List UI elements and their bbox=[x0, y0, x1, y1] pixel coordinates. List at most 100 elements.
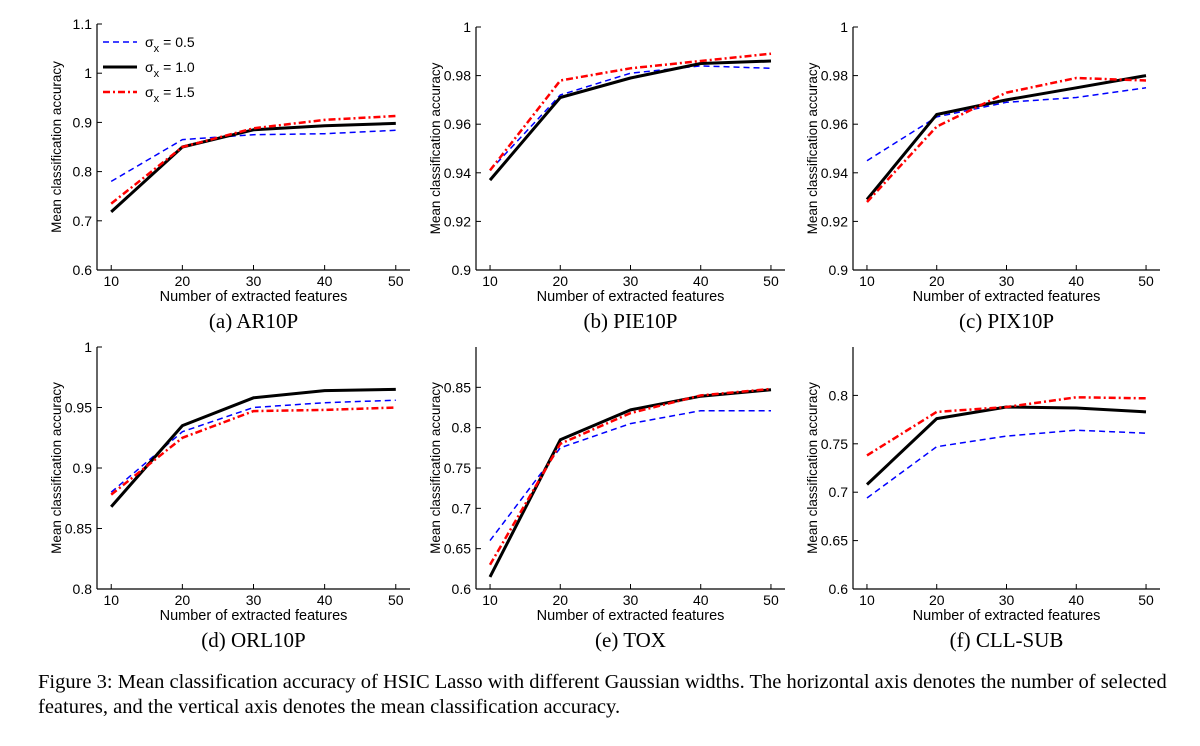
x-tick-label: 10 bbox=[103, 273, 119, 289]
x-tick-label: 40 bbox=[693, 592, 709, 608]
series-line-1 bbox=[110, 129, 396, 183]
x-tick-label: 50 bbox=[1138, 273, 1154, 289]
x-tick-label: 40 bbox=[317, 592, 333, 608]
y-axis-label: Mean classification accuracy bbox=[49, 382, 64, 554]
y-tick-label: 0.9 bbox=[829, 262, 849, 278]
series-line-3 bbox=[110, 114, 396, 205]
legend-label-1: σx = 0.5 bbox=[145, 34, 195, 55]
series-line-2 bbox=[865, 74, 1147, 201]
y-tick-label: 0.94 bbox=[821, 165, 848, 181]
y-axis-label: Mean classification accuracy bbox=[428, 382, 443, 554]
series-line-1 bbox=[866, 429, 1147, 499]
x-tick-label: 50 bbox=[763, 273, 779, 289]
x-tick-label: 20 bbox=[175, 592, 191, 608]
chart-subcaption: (e) TOX bbox=[595, 628, 666, 652]
x-tick-label: 50 bbox=[388, 273, 404, 289]
legend-subscript: x bbox=[154, 93, 160, 105]
x-tick-label: 30 bbox=[999, 592, 1015, 608]
y-tick-label: 0.75 bbox=[821, 436, 848, 452]
figure-svg: 0.6 0.7 0.8 0.9 1 1.1 10 20 30 40 50 Number of extr… bbox=[49, 16, 1160, 652]
series-line-3 bbox=[866, 76, 1147, 203]
x-axis-label: Number of extracted features bbox=[913, 289, 1101, 305]
x-tick-label: 40 bbox=[1068, 273, 1084, 289]
x-tick-label: 30 bbox=[623, 273, 639, 289]
x-tick-label: 10 bbox=[859, 592, 875, 608]
y-tick-label: 0.75 bbox=[444, 460, 471, 476]
x-axis-label: Number of extracted features bbox=[160, 289, 348, 305]
x-tick-label: 50 bbox=[388, 592, 404, 608]
legend-sigma: σ bbox=[145, 84, 154, 100]
x-tick-label: 20 bbox=[929, 592, 945, 608]
x-tick-label: 20 bbox=[552, 592, 568, 608]
x-axis-label: Number of extracted features bbox=[537, 289, 725, 305]
x-tick-label: 30 bbox=[246, 592, 262, 608]
x-tick-label: 20 bbox=[929, 273, 945, 289]
y-tick-label: 0.9 bbox=[73, 460, 93, 476]
chart-panel-2: 0.9 0.92 0.94 0.96 0.98 1 10 20 30 40 50 Number of … bbox=[428, 19, 785, 333]
series-line-2 bbox=[488, 388, 772, 578]
x-tick-label: 40 bbox=[1068, 592, 1084, 608]
legend-label-3: σx = 1.5 bbox=[145, 84, 195, 105]
chart-subcaption: (b) PIE10P bbox=[584, 309, 678, 333]
figure-caption: Figure 3: Mean classification accuracy o… bbox=[38, 671, 1167, 718]
y-tick-label: 0.65 bbox=[821, 533, 848, 549]
legend-value: = 1.5 bbox=[163, 84, 195, 100]
y-tick-label: 0.8 bbox=[829, 387, 849, 403]
x-axis-label: Number of extracted features bbox=[913, 608, 1101, 624]
y-tick-label: 0.92 bbox=[444, 213, 471, 229]
y-tick-label: 0.6 bbox=[452, 581, 472, 597]
y-tick-label: 1 bbox=[463, 19, 471, 35]
x-tick-label: 10 bbox=[103, 592, 119, 608]
x-tick-label: 20 bbox=[175, 273, 191, 289]
series-line-1 bbox=[866, 87, 1147, 162]
chart-panel-3: 0.9 0.92 0.94 0.96 0.98 1 10 20 30 40 50 Number of … bbox=[805, 19, 1160, 333]
y-tick-label: 0.98 bbox=[821, 68, 848, 84]
x-tick-label: 30 bbox=[623, 592, 639, 608]
y-tick-label: 0.96 bbox=[444, 116, 471, 132]
series-line-2 bbox=[110, 121, 396, 214]
y-axis-label: Mean classification accuracy bbox=[428, 62, 443, 234]
legend: σx = 0.5σx = 1.0σx = 1.5 bbox=[103, 34, 195, 105]
series-line-1 bbox=[489, 409, 771, 542]
series-line-3 bbox=[489, 52, 772, 172]
y-tick-label: 0.85 bbox=[444, 379, 471, 395]
x-tick-label: 50 bbox=[1138, 592, 1154, 608]
legend-value: = 1.0 bbox=[163, 59, 195, 75]
y-axis-label: Mean classification accuracy bbox=[805, 62, 820, 234]
y-tick-label: 0.95 bbox=[65, 400, 92, 416]
x-tick-label: 30 bbox=[246, 273, 262, 289]
legend-value: = 0.5 bbox=[163, 34, 195, 50]
series-line-1 bbox=[110, 399, 396, 493]
legend-sigma: σ bbox=[145, 34, 154, 50]
x-axis-label: Number of extracted features bbox=[160, 608, 348, 624]
y-tick-label: 0.6 bbox=[73, 262, 93, 278]
x-tick-label: 10 bbox=[859, 273, 875, 289]
chart-subcaption: (d) ORL10P bbox=[201, 628, 305, 652]
y-tick-label: 0.9 bbox=[73, 114, 93, 130]
y-axis-label: Mean classification accuracy bbox=[805, 382, 820, 554]
y-tick-label: 1 bbox=[840, 19, 848, 35]
y-tick-label: 0.9 bbox=[452, 262, 472, 278]
x-tick-label: 40 bbox=[693, 273, 709, 289]
series-line-1 bbox=[489, 65, 772, 171]
y-tick-label: 0.92 bbox=[821, 213, 848, 229]
chart-panel-1: 0.6 0.7 0.8 0.9 1 1.1 10 20 30 40 50 Number of extr… bbox=[49, 16, 410, 333]
y-tick-label: 0.6 bbox=[829, 581, 849, 597]
legend-subscript: x bbox=[154, 68, 160, 80]
series-line-2 bbox=[865, 405, 1147, 486]
x-tick-label: 20 bbox=[552, 273, 568, 289]
series-line-3 bbox=[488, 387, 772, 566]
legend-subscript: x bbox=[154, 43, 160, 55]
y-tick-label: 0.7 bbox=[452, 500, 472, 516]
y-tick-label: 0.94 bbox=[444, 165, 471, 181]
y-tick-label: 0.96 bbox=[821, 116, 848, 132]
chart-subcaption: (a) AR10P bbox=[209, 309, 298, 333]
chart-panel-4: 0.8 0.85 0.9 0.95 1 10 20 30 40 50 Number of extra… bbox=[49, 339, 410, 652]
series-line-3 bbox=[866, 396, 1147, 457]
y-tick-label: 0.7 bbox=[73, 213, 93, 229]
series-line-2 bbox=[110, 387, 396, 508]
x-tick-label: 10 bbox=[482, 273, 498, 289]
y-tick-label: 0.65 bbox=[444, 541, 471, 557]
chart-subcaption: (c) PIX10P bbox=[959, 309, 1054, 333]
